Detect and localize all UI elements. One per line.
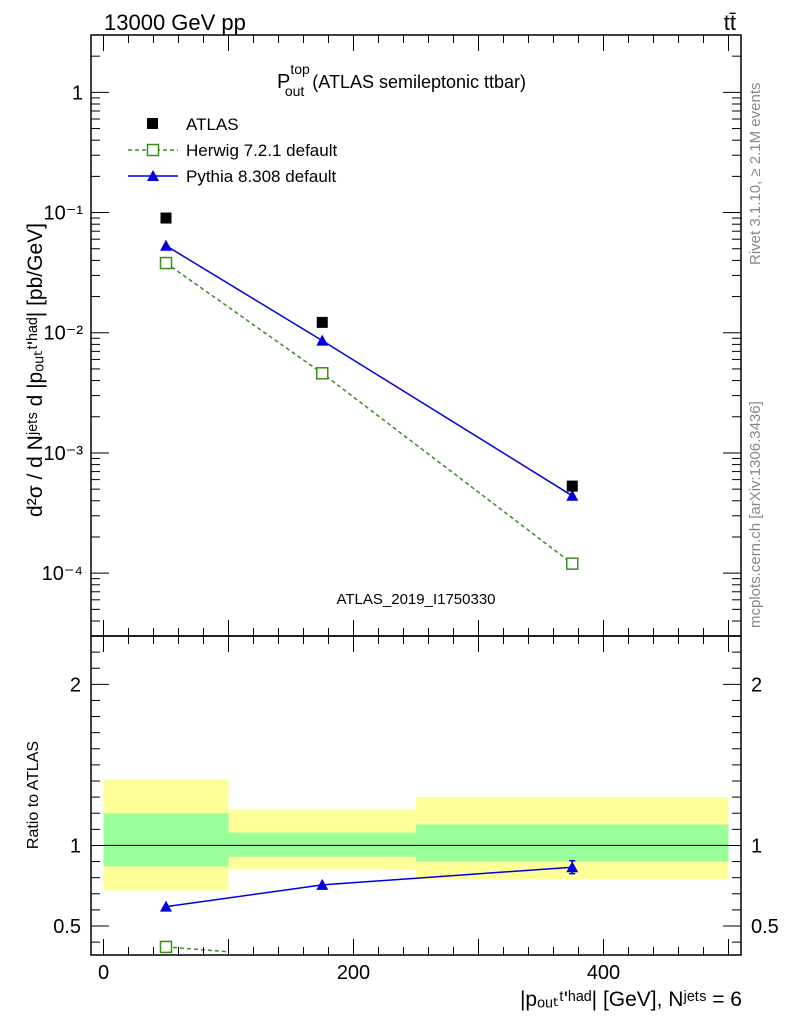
ratio-plot-area xyxy=(103,779,729,954)
herwig-line xyxy=(165,262,573,565)
main-panel: 10⁻⁴ 10⁻³ 10⁻² 10⁻¹ 1 Ptop out (ATLAS semilept… xyxy=(42,34,742,637)
process-label: tt̄ xyxy=(724,10,736,35)
atlas-point xyxy=(160,212,172,224)
plot-title-sup: top xyxy=(290,61,310,77)
y-tick-label-main: 10⁻² xyxy=(44,323,84,345)
main-axes: 10⁻⁴ 10⁻³ 10⁻² 10⁻¹ 1 xyxy=(42,34,741,637)
y-tick-label-ratio-left: 1 xyxy=(70,835,81,857)
pythia-ratio-point xyxy=(160,900,172,912)
herwig-point xyxy=(566,557,579,570)
main-plot-area xyxy=(159,212,579,570)
y-tick-label-ratio-left: 0.5 xyxy=(53,916,81,938)
herwig-ratio-point xyxy=(159,940,173,954)
ratio-panel: 0.5 0.5 1 1 2 2 0 200 400 xyxy=(53,635,779,984)
legend-marker-herwig xyxy=(146,143,160,157)
legend-label-herwig: Herwig 7.2.1 default xyxy=(186,141,337,160)
x-tick-label: 0 xyxy=(98,962,109,984)
uncertainty-band-inner xyxy=(416,824,729,862)
analysis-id: ATLAS_2019_I1750330 xyxy=(336,591,495,608)
x-axis-label: |pₒᵤₜᵗ'ʰᵃᵈ| [GeV], Nʲᵉᵗˢ = 6 xyxy=(520,988,742,1011)
legend-marker-atlas xyxy=(147,118,158,129)
x-tick-label: 200 xyxy=(337,962,370,984)
herwig-point xyxy=(316,367,329,380)
plot-title-sub: out xyxy=(285,83,305,99)
y-axis-label-main: d²σ / d Nʲᵉᵗˢ d |pₒᵤₜᵗ'ʰᵃᵈ| [pb/GeV] xyxy=(24,223,47,517)
rivet-label: Rivet 3.1.10, ≥ 2.1M events xyxy=(747,83,764,266)
pythia-point xyxy=(160,239,172,251)
ratio-frame xyxy=(90,635,742,956)
plot-title: Ptop out (ATLAS semileptonic ttbar) xyxy=(277,61,526,99)
atlas-point xyxy=(316,316,328,328)
pythia-point xyxy=(566,489,579,501)
y-tick-label-ratio-left: 2 xyxy=(70,674,81,696)
pythia-ratio-point xyxy=(566,861,579,873)
legend-label-atlas: ATLAS xyxy=(186,115,239,134)
plot-title-suffix: (ATLAS semileptonic ttbar) xyxy=(312,72,526,92)
pythia-point xyxy=(316,334,329,346)
y-tick-label-main: 10⁻³ xyxy=(44,443,84,465)
y-tick-label-ratio-right: 2 xyxy=(751,674,762,696)
y-axis-label-ratio: Ratio to ATLAS xyxy=(25,741,42,849)
legend: ATLAS Herwig 7.2.1 default Pythia 8.308 … xyxy=(128,115,337,186)
legend-marker-pythia xyxy=(147,170,159,181)
plot-title-main: P xyxy=(277,71,290,93)
y-tick-label-main: 10⁻¹ xyxy=(44,203,84,225)
legend-label-pythia: Pythia 8.308 default xyxy=(186,167,337,186)
atlas-point xyxy=(566,480,578,492)
uncertainty-band-inner xyxy=(228,832,416,857)
pythia-ratio-point xyxy=(316,878,329,890)
energy-label: 13000 GeV pp xyxy=(104,10,246,35)
pythia-line xyxy=(165,245,573,497)
y-tick-label-ratio-right: 0.5 xyxy=(751,916,779,938)
x-tick-label: 400 xyxy=(587,962,620,984)
y-tick-label-ratio-right: 1 xyxy=(751,835,762,857)
y-tick-label-main: 10⁻⁴ xyxy=(42,563,83,585)
herwig-point xyxy=(159,256,173,270)
herwig-ratio-line xyxy=(165,946,229,953)
y-tick-label-main: 1 xyxy=(72,82,83,104)
mcplots-label: mcplots.cern.ch [arXiv:1306.3436] xyxy=(747,401,764,628)
uncertainty-band-inner xyxy=(103,813,229,867)
ratio-axes: 0.5 0.5 1 1 2 2 0 200 400 xyxy=(53,636,779,984)
